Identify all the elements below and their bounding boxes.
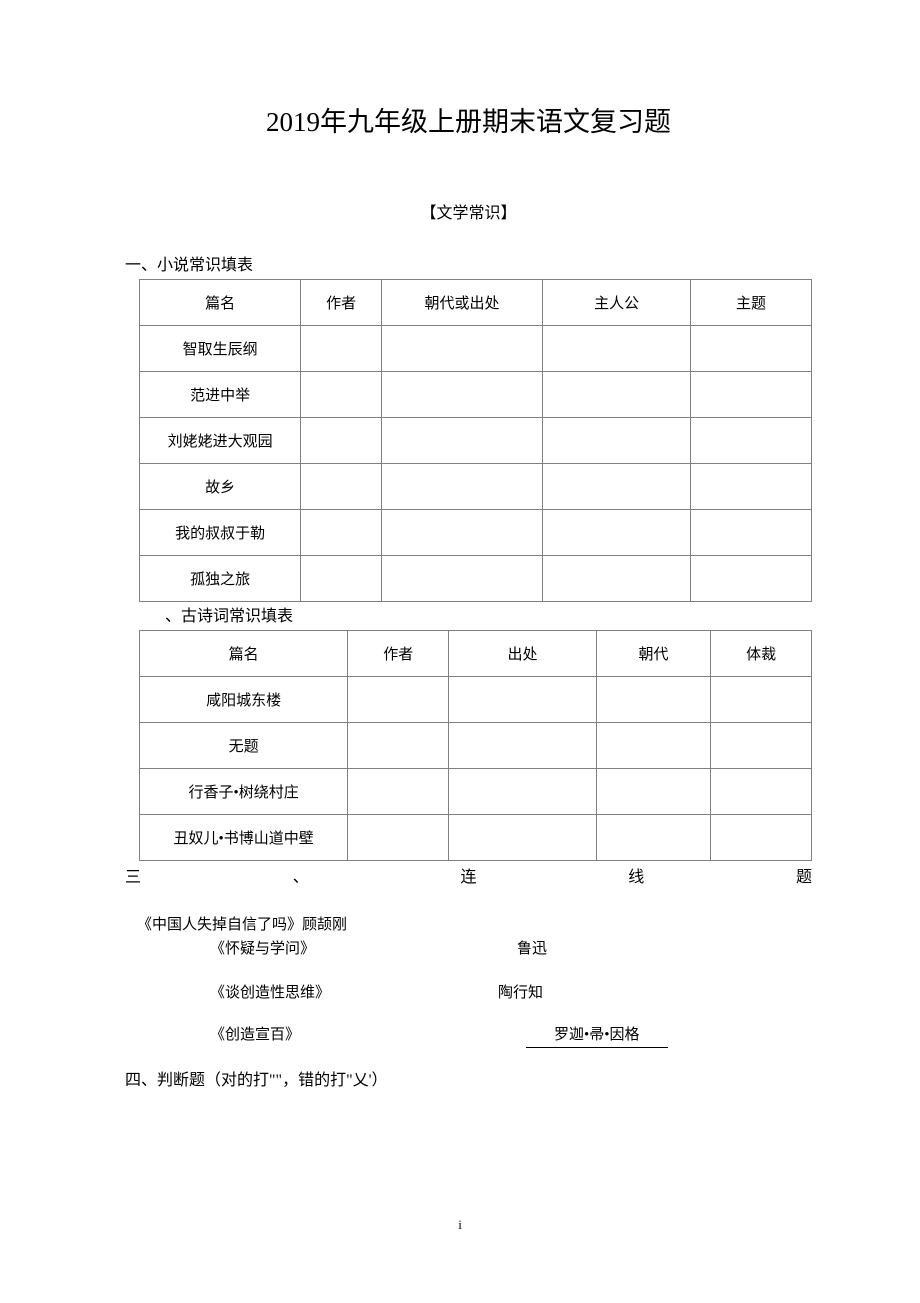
cell bbox=[543, 418, 691, 464]
cell bbox=[381, 326, 542, 372]
match-right: 罗迦•帚•因格 bbox=[526, 1023, 668, 1048]
cell bbox=[449, 815, 597, 861]
match-right: 陶行知 bbox=[498, 981, 543, 1005]
match-left: 《中国人失掉自信了吗》顾颉刚 bbox=[137, 913, 347, 937]
match-row: 《怀疑与学问》 鲁迅 bbox=[125, 937, 812, 961]
cell bbox=[711, 723, 812, 769]
table-row: 范进中举 bbox=[140, 372, 812, 418]
table-row: 智取生辰纲 bbox=[140, 326, 812, 372]
col-header: 篇名 bbox=[140, 631, 348, 677]
section1-header: 一、小说常识填表 bbox=[125, 251, 812, 275]
table-row: 行香子•树绕村庄 bbox=[140, 769, 812, 815]
cell bbox=[690, 372, 811, 418]
match-left: 《谈创造性思维》 bbox=[210, 981, 330, 1005]
cell bbox=[543, 556, 691, 602]
col-header: 体裁 bbox=[711, 631, 812, 677]
match-row: 《中国人失掉自信了吗》顾颉刚 bbox=[125, 913, 812, 937]
table-novels: 篇名 作者 朝代或出处 主人公 主题 智取生辰纲 范进中举 刘姥姥进大观园 bbox=[139, 279, 812, 602]
col-header: 主人公 bbox=[543, 280, 691, 326]
table-header-row: 篇名 作者 出处 朝代 体裁 bbox=[140, 631, 812, 677]
section3-part: 连 bbox=[460, 863, 476, 887]
cell: 咸阳城东楼 bbox=[140, 677, 348, 723]
cell bbox=[348, 723, 449, 769]
cell bbox=[690, 418, 811, 464]
cell bbox=[301, 556, 382, 602]
col-header: 作者 bbox=[348, 631, 449, 677]
cell: 范进中举 bbox=[140, 372, 301, 418]
cell bbox=[596, 769, 710, 815]
page-title: 2019年九年级上册期末语文复习题 bbox=[125, 100, 812, 139]
cell bbox=[596, 815, 710, 861]
table-row: 我的叔叔于勒 bbox=[140, 510, 812, 556]
cell bbox=[381, 464, 542, 510]
cell bbox=[543, 372, 691, 418]
subtitle: 【文学常识】 bbox=[125, 199, 812, 223]
cell bbox=[690, 464, 811, 510]
cell bbox=[543, 464, 691, 510]
cell bbox=[348, 815, 449, 861]
match-right: 鲁迅 bbox=[517, 937, 547, 961]
cell: 行香子•树绕村庄 bbox=[140, 769, 348, 815]
section4-header: 四、判断题（对的打""，错的打"乂'） bbox=[125, 1066, 812, 1090]
cell bbox=[596, 677, 710, 723]
col-header: 主题 bbox=[690, 280, 811, 326]
cell bbox=[690, 326, 811, 372]
cell bbox=[449, 723, 597, 769]
cell bbox=[301, 464, 382, 510]
cell bbox=[690, 556, 811, 602]
section3-part: 三 bbox=[125, 863, 141, 887]
cell: 孤独之旅 bbox=[140, 556, 301, 602]
col-header: 出处 bbox=[449, 631, 597, 677]
match-row: 《创造宣百》 罗迦•帚•因格 bbox=[125, 1023, 812, 1048]
section3-part: 题 bbox=[796, 863, 812, 887]
table-row: 咸阳城东楼 bbox=[140, 677, 812, 723]
cell bbox=[543, 326, 691, 372]
cell bbox=[543, 510, 691, 556]
cell bbox=[449, 769, 597, 815]
cell bbox=[449, 677, 597, 723]
section3-part: 、 bbox=[293, 863, 309, 887]
cell bbox=[348, 769, 449, 815]
cell bbox=[381, 418, 542, 464]
section3-header: 三 、 连 线 题 bbox=[125, 863, 812, 887]
cell bbox=[596, 723, 710, 769]
cell: 智取生辰纲 bbox=[140, 326, 301, 372]
cell bbox=[711, 769, 812, 815]
table-header-row: 篇名 作者 朝代或出处 主人公 主题 bbox=[140, 280, 812, 326]
matching-block: 《中国人失掉自信了吗》顾颉刚 《怀疑与学问》 鲁迅 《谈创造性思维》 陶行知 《… bbox=[125, 913, 812, 1048]
table-row: 无题 bbox=[140, 723, 812, 769]
cell: 丑奴儿•书博山道中壁 bbox=[140, 815, 348, 861]
match-left: 《怀疑与学问》 bbox=[210, 937, 315, 961]
table-poems: 篇名 作者 出处 朝代 体裁 咸阳城东楼 无题 行香子•树绕村庄 bbox=[139, 630, 812, 861]
cell: 刘姥姥进大观园 bbox=[140, 418, 301, 464]
col-header: 作者 bbox=[301, 280, 382, 326]
cell bbox=[381, 372, 542, 418]
col-header: 朝代 bbox=[596, 631, 710, 677]
cell bbox=[381, 556, 542, 602]
cell bbox=[301, 510, 382, 556]
col-header: 篇名 bbox=[140, 280, 301, 326]
section3-part: 线 bbox=[628, 863, 644, 887]
cell bbox=[711, 815, 812, 861]
cell: 故乡 bbox=[140, 464, 301, 510]
cell bbox=[301, 418, 382, 464]
table-row: 故乡 bbox=[140, 464, 812, 510]
table-row: 丑奴儿•书博山道中壁 bbox=[140, 815, 812, 861]
cell bbox=[301, 326, 382, 372]
table-row: 孤独之旅 bbox=[140, 556, 812, 602]
cell bbox=[381, 510, 542, 556]
col-header: 朝代或出处 bbox=[381, 280, 542, 326]
match-left: 《创造宣百》 bbox=[210, 1023, 300, 1048]
cell: 无题 bbox=[140, 723, 348, 769]
cell bbox=[301, 372, 382, 418]
cell bbox=[711, 677, 812, 723]
page-number: i bbox=[0, 1217, 920, 1233]
cell bbox=[690, 510, 811, 556]
section2-header: 、古诗词常识填表 bbox=[125, 602, 812, 626]
cell: 我的叔叔于勒 bbox=[140, 510, 301, 556]
table-row: 刘姥姥进大观园 bbox=[140, 418, 812, 464]
match-row: 《谈创造性思维》 陶行知 bbox=[125, 981, 812, 1005]
cell bbox=[348, 677, 449, 723]
